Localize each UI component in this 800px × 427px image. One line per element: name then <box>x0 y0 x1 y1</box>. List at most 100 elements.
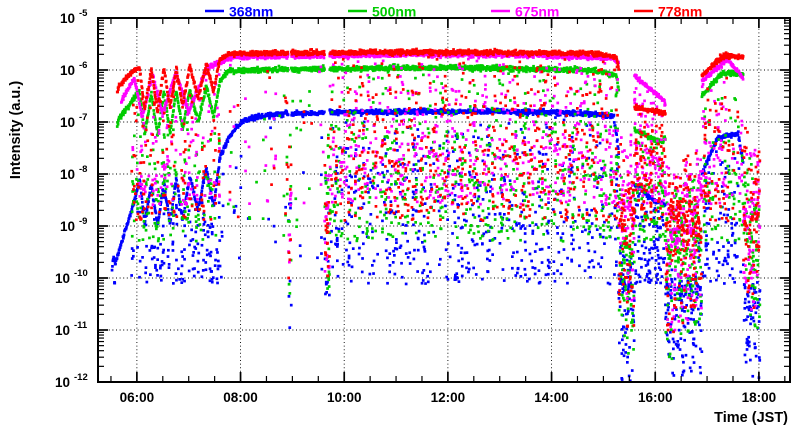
data-point <box>624 343 628 346</box>
data-point <box>623 334 626 337</box>
data-point <box>471 240 475 243</box>
data-point <box>570 113 573 116</box>
data-point <box>626 361 629 364</box>
data-point <box>224 144 228 148</box>
data-point <box>127 104 131 108</box>
data-point <box>585 221 589 224</box>
data-point <box>614 73 618 77</box>
data-point <box>291 112 294 115</box>
data-point <box>618 341 621 345</box>
data-point <box>707 171 711 174</box>
data-point <box>564 69 567 73</box>
data-point <box>358 111 362 115</box>
data-point <box>325 180 328 184</box>
data-point <box>325 291 328 294</box>
data-point <box>435 65 438 69</box>
data-point <box>572 238 575 242</box>
data-point <box>393 63 396 66</box>
data-point <box>543 178 547 182</box>
data-point <box>502 176 506 179</box>
data-point <box>491 64 495 68</box>
data-point <box>440 82 443 85</box>
data-point <box>498 212 502 215</box>
data-point <box>145 280 149 284</box>
data-point <box>628 346 631 349</box>
data-point <box>335 239 339 242</box>
data-point <box>368 196 372 199</box>
data-point <box>706 257 709 261</box>
data-point <box>733 191 736 194</box>
data-point <box>117 117 121 121</box>
data-point <box>150 90 153 94</box>
data-point <box>715 150 718 153</box>
data-point <box>345 179 348 182</box>
data-point <box>386 70 390 74</box>
data-point <box>422 214 426 218</box>
data-point <box>412 257 416 261</box>
data-point <box>487 212 491 216</box>
data-point <box>705 234 708 237</box>
data-point <box>373 112 376 116</box>
data-point <box>138 275 141 279</box>
data-point <box>485 143 489 147</box>
data-point <box>588 174 592 178</box>
data-point <box>424 282 427 285</box>
data-point <box>164 197 168 201</box>
data-point <box>239 186 243 189</box>
data-point <box>570 242 573 246</box>
data-point <box>236 126 240 129</box>
data-point <box>353 191 356 194</box>
data-point <box>594 224 598 228</box>
data-point <box>182 188 185 191</box>
data-point <box>183 116 187 119</box>
data-point <box>370 65 374 69</box>
data-point <box>399 244 403 248</box>
data-point <box>404 198 407 201</box>
data-point <box>568 158 572 161</box>
data-point <box>295 126 298 130</box>
data-point <box>159 264 162 268</box>
data-point <box>680 309 684 312</box>
data-point <box>147 200 150 204</box>
data-point <box>344 121 348 124</box>
data-point <box>698 323 701 327</box>
data-point <box>136 210 139 214</box>
data-point <box>638 257 641 260</box>
data-point <box>238 256 241 260</box>
data-point <box>393 254 396 257</box>
data-point <box>547 246 551 249</box>
data-point <box>145 120 149 124</box>
data-point <box>288 279 292 283</box>
data-point <box>346 147 350 150</box>
data-point <box>553 213 557 216</box>
data-point <box>683 325 687 329</box>
data-point <box>581 162 585 166</box>
data-point <box>684 293 687 296</box>
data-point <box>423 202 427 205</box>
data-point <box>183 279 186 283</box>
data-point <box>742 319 746 322</box>
data-point <box>179 200 182 204</box>
data-point <box>263 117 266 121</box>
data-point <box>163 173 167 177</box>
data-point <box>694 287 698 291</box>
data-point <box>233 209 236 212</box>
data-point <box>358 85 361 89</box>
data-point <box>193 195 196 198</box>
data-point <box>336 178 340 182</box>
data-point <box>199 228 203 232</box>
data-point <box>379 190 382 194</box>
data-point <box>467 261 470 265</box>
data-point <box>390 183 393 186</box>
data-point <box>615 260 618 264</box>
data-point <box>491 108 495 111</box>
data-point <box>308 187 311 190</box>
data-point <box>393 247 397 250</box>
data-point <box>195 113 199 117</box>
data-point <box>677 343 680 347</box>
data-point <box>610 167 614 170</box>
data-point <box>386 136 390 139</box>
data-point <box>372 181 376 185</box>
data-point <box>146 113 150 117</box>
data-point <box>542 79 545 82</box>
